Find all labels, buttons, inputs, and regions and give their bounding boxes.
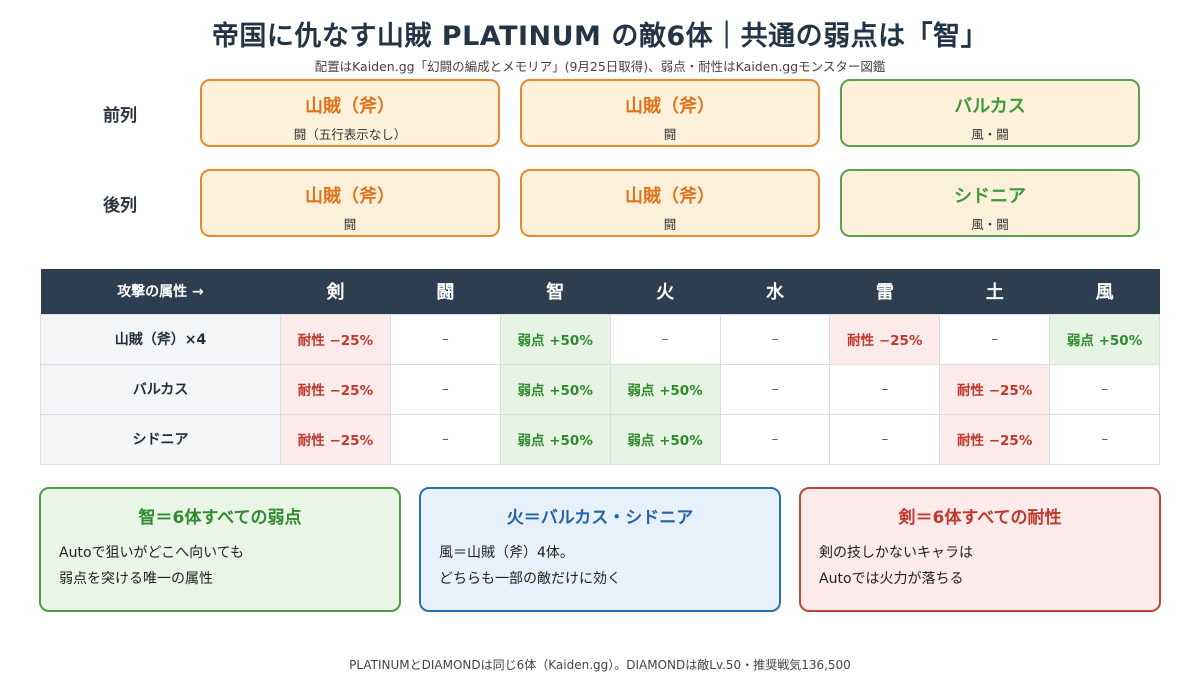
table-corner-label: 攻撃の属性 → (40, 269, 281, 314)
enemy-name: 山賊（斧） (305, 186, 395, 207)
table-cell: 耐性 −25% (829, 313, 941, 365)
note-fire-weakness: 火＝バルカス・シドニア 風＝山賊（斧）4体。 どちらも一部の敵だけに効く (419, 487, 781, 612)
note-title: 火＝バルカス・シドニア (506, 508, 694, 528)
note-body: Autoで狙いがどこへ向いても 弱点を突ける唯一の属性 (41, 540, 399, 592)
table-cell: – (389, 363, 501, 415)
weakness-table: 攻撃の属性 → 剣 闘 智 火 水 雷 土 風 山賊（斧）×4 耐性 −25% … (40, 269, 1160, 465)
table-cell: 耐性 −25% (939, 413, 1051, 465)
note-line: どちらも一部の敵だけに効く (439, 571, 621, 587)
column-header: 智 (500, 269, 611, 314)
note-sword-resistance: 剣＝6体すべての耐性 剣の技しかないキャラは Autoでは火力が落ちる (799, 487, 1161, 612)
table-cell: – (829, 363, 941, 415)
page-title: 帝国に仇なす山賊 PLATINUM の敵6体｜共通の弱点は「智」 (211, 21, 989, 52)
column-header: 水 (720, 269, 830, 314)
table-row: バルカス 耐性 −25% – 弱点 +50% 弱点 +50% – – 耐性 −2… (40, 363, 1160, 415)
row-header: バルカス (40, 363, 281, 415)
enemy-attribute: 闘（五行表示なし） (293, 127, 407, 142)
table-cell: 弱点 +50% (499, 313, 611, 365)
enemy-attribute: 風・闘 (971, 127, 1009, 142)
enemy-card-back-2: 山賊（斧） 闘 (520, 169, 820, 237)
note-title: 智＝6体すべての弱点 (138, 508, 302, 528)
enemy-name: 山賊（斧） (625, 186, 715, 207)
enemy-attribute: 風・闘 (971, 217, 1009, 232)
table-cell: – (939, 313, 1051, 365)
enemy-card-back-1: 山賊（斧） 闘 (200, 169, 500, 237)
table-cell: 耐性 −25% (280, 363, 391, 415)
enemy-card-front-2: 山賊（斧） 闘 (520, 79, 820, 147)
row-header: 山賊（斧）×4 (40, 313, 281, 365)
note-line: 風＝山賊（斧）4体。 (439, 545, 574, 561)
table-cell: 弱点 +50% (609, 413, 721, 465)
enemy-name: バルカス (954, 96, 1026, 117)
enemy-name: 山賊（斧） (625, 96, 715, 117)
page-subtitle: 配置はKaiden.gg「幻闘の編成とメモリア」(9月25日取得)、弱点・耐性は… (314, 59, 886, 74)
column-header: 剣 (280, 269, 391, 314)
table-row: 山賊（斧）×4 耐性 −25% – 弱点 +50% – – 耐性 −25% – … (40, 313, 1160, 365)
column-header: 火 (610, 269, 720, 314)
enemy-card-front-3: バルカス 風・闘 (840, 79, 1140, 147)
table-cell: – (1049, 413, 1160, 465)
note-line: 弱点を突ける唯一の属性 (59, 571, 213, 587)
column-header: 風 (1049, 269, 1160, 314)
note-line: 剣の技しかないキャラは (819, 545, 973, 561)
table-cell: 弱点 +50% (499, 363, 611, 415)
table-cell: – (389, 413, 501, 465)
note-body: 風＝山賊（斧）4体。 どちらも一部の敵だけに効く (421, 540, 779, 592)
table-cell: – (719, 413, 831, 465)
front-row-label: 前列 (103, 106, 137, 126)
note-wisdom-weakness: 智＝6体すべての弱点 Autoで狙いがどこへ向いても 弱点を突ける唯一の属性 (39, 487, 401, 612)
column-header: 雷 (829, 269, 940, 314)
table-cell: 耐性 −25% (280, 413, 391, 465)
row-header: シドニア (40, 413, 281, 465)
enemy-attribute: 闘 (343, 217, 357, 232)
table-cell: 耐性 −25% (280, 313, 391, 365)
enemy-card-front-1: 山賊（斧） 闘（五行表示なし） (200, 79, 500, 147)
enemy-name: シドニア (954, 186, 1026, 207)
back-row-label: 後列 (103, 196, 137, 216)
table-header-row: 攻撃の属性 → 剣 闘 智 火 水 雷 土 風 (40, 269, 1160, 314)
enemy-name: 山賊（斧） (305, 96, 395, 117)
table-cell: – (719, 363, 831, 415)
enemy-attribute: 闘 (663, 127, 677, 142)
table-cell: 弱点 +50% (609, 363, 721, 415)
table-cell: – (1049, 363, 1160, 415)
table-cell: – (389, 313, 501, 365)
note-title: 剣＝6体すべての耐性 (898, 508, 1062, 528)
note-line: Autoで狙いがどこへ向いても (59, 545, 244, 561)
table-cell: – (719, 313, 831, 365)
footer-note: PLATINUMとDIAMONDは同じ6体（Kaiden.gg）。DIAMOND… (349, 658, 851, 672)
column-header: 土 (939, 269, 1050, 314)
table-cell: 弱点 +50% (1049, 313, 1160, 365)
table-cell: 耐性 −25% (939, 363, 1051, 415)
enemy-card-back-3: シドニア 風・闘 (840, 169, 1140, 237)
table-row: シドニア 耐性 −25% – 弱点 +50% 弱点 +50% – – 耐性 −2… (40, 413, 1160, 465)
enemy-attribute: 闘 (663, 217, 677, 232)
note-body: 剣の技しかないキャラは Autoでは火力が落ちる (801, 540, 1159, 592)
table-cell: 弱点 +50% (499, 413, 611, 465)
column-header: 闘 (390, 269, 501, 314)
note-line: Autoでは火力が落ちる (819, 571, 964, 587)
table-cell: – (609, 313, 721, 365)
table-cell: – (829, 413, 941, 465)
